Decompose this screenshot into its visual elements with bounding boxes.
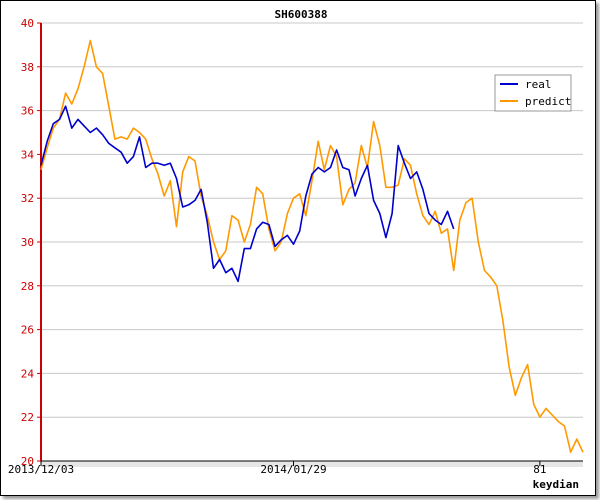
x-tick-label: 2013/12/03 (8, 463, 74, 476)
y-tick-label: 20 (21, 455, 34, 468)
x-axis-title: keydian (533, 478, 579, 491)
y-tick-label: 40 (21, 17, 34, 30)
series-lines (40, 39, 584, 454)
legend-label-predict: predict (525, 95, 571, 108)
y-tick-label: 22 (21, 411, 34, 424)
y-tick-label: 24 (21, 367, 35, 380)
series-line-real (40, 105, 455, 283)
y-axis: 20 22 24 26 28 30 32 34 36 38 40 (21, 17, 42, 468)
x-tick-label: 2014/01/29 (260, 463, 326, 476)
x-axis-band (41, 461, 583, 467)
y-tick-label: 34 (21, 148, 35, 161)
legend: real predict (494, 74, 572, 112)
x-axis: 2013/12/03 2014/01/29 81 (8, 460, 583, 476)
chart-title: SH600388 (275, 8, 328, 21)
y-tick-label: 30 (21, 236, 34, 249)
legend-box (494, 74, 572, 112)
legend-label-real: real (525, 78, 552, 91)
series-line-predict (40, 39, 584, 454)
y-tick-label: 26 (21, 324, 34, 337)
y-tick-label: 28 (21, 280, 34, 293)
y-tick-label: 38 (21, 61, 34, 74)
y-tick-label: 36 (21, 105, 34, 118)
x-tick-label: 81 (533, 463, 546, 476)
line-chart: 20 22 24 26 28 30 32 34 36 38 40 2013/12/03 2014/01… (8, 8, 584, 491)
grid-lines (41, 22, 583, 462)
y-tick-label: 32 (21, 192, 34, 205)
